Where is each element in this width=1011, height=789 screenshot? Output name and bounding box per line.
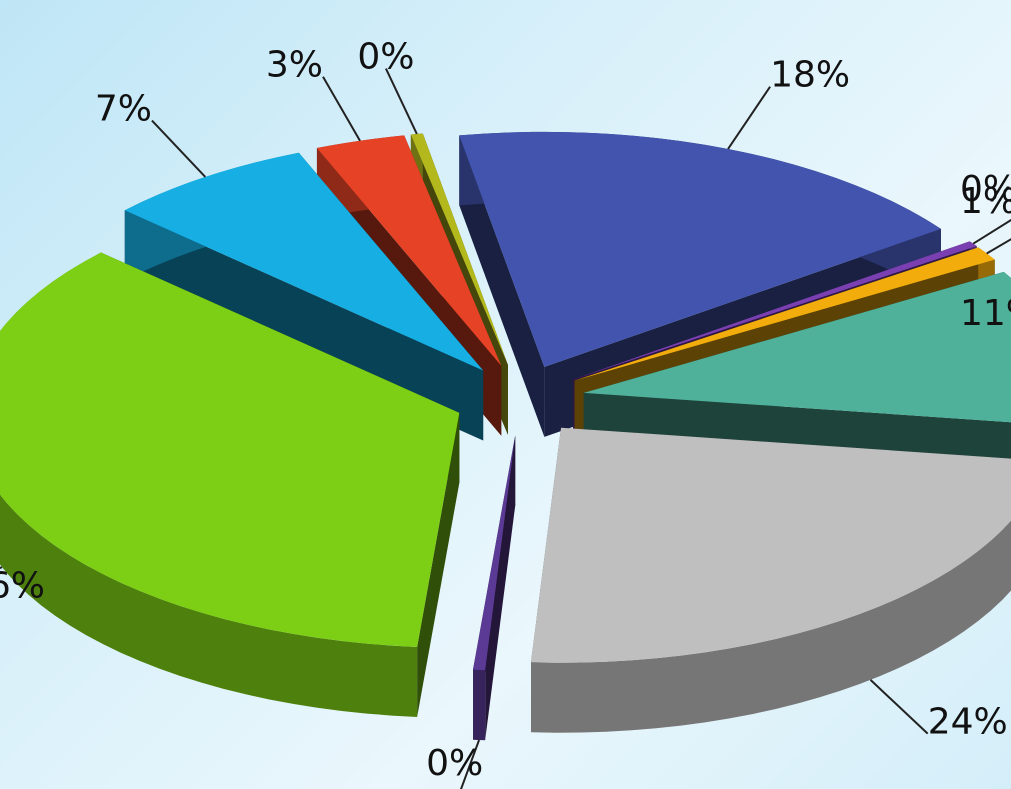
pie-label-9: 3% xyxy=(266,45,323,86)
pie-label-3: 1% xyxy=(960,181,1011,222)
pie-leader-6 xyxy=(460,739,481,789)
pie-slice-4-top xyxy=(583,271,1011,423)
pie-label-10: 0% xyxy=(357,37,414,78)
pie-slice-1-wall xyxy=(459,135,545,437)
pie-label-7: 36% xyxy=(0,565,45,606)
pie-slice-7 xyxy=(0,252,460,717)
pie-slice-5-top xyxy=(530,427,1011,663)
pie-slice-7-top xyxy=(0,252,460,647)
pie-slice-7-rim xyxy=(0,252,418,717)
pie-leader-3 xyxy=(986,238,1011,255)
pie-leader-9 xyxy=(322,76,361,142)
pie-slice-10-top xyxy=(410,133,508,365)
pie-leader-2 xyxy=(972,218,1011,245)
pie-slice-8 xyxy=(124,152,484,441)
pie-label-5: 24% xyxy=(928,702,1008,743)
pie-slice-9-top xyxy=(316,135,502,366)
pie-label-4: 11% xyxy=(960,293,1011,334)
pie-slice-5-rim xyxy=(530,520,1011,733)
pie-slice-7-wall xyxy=(417,412,460,717)
pie-slice-5 xyxy=(530,427,1011,733)
pie-leader-10 xyxy=(385,68,418,135)
pie-label-8: 7% xyxy=(95,89,152,130)
pie-slice-6-top xyxy=(473,435,516,671)
pie-slice-8-top xyxy=(124,152,484,371)
pie-leader-5 xyxy=(869,679,929,735)
pie-slice-1-top xyxy=(459,131,941,367)
pie-label-2: 0% xyxy=(960,169,1011,210)
pie-slice-6-rim xyxy=(473,669,486,741)
pie-leader-8 xyxy=(151,119,207,178)
pie-slice-8-wall xyxy=(124,210,484,441)
pie-label-1: 18% xyxy=(770,55,850,96)
pie-slice-3-top xyxy=(574,247,995,381)
pie-label-6: 0% xyxy=(426,743,483,784)
pie-slice-2-top xyxy=(573,241,977,380)
pie-leader-1 xyxy=(727,86,771,150)
pie-slice-6 xyxy=(473,435,516,741)
